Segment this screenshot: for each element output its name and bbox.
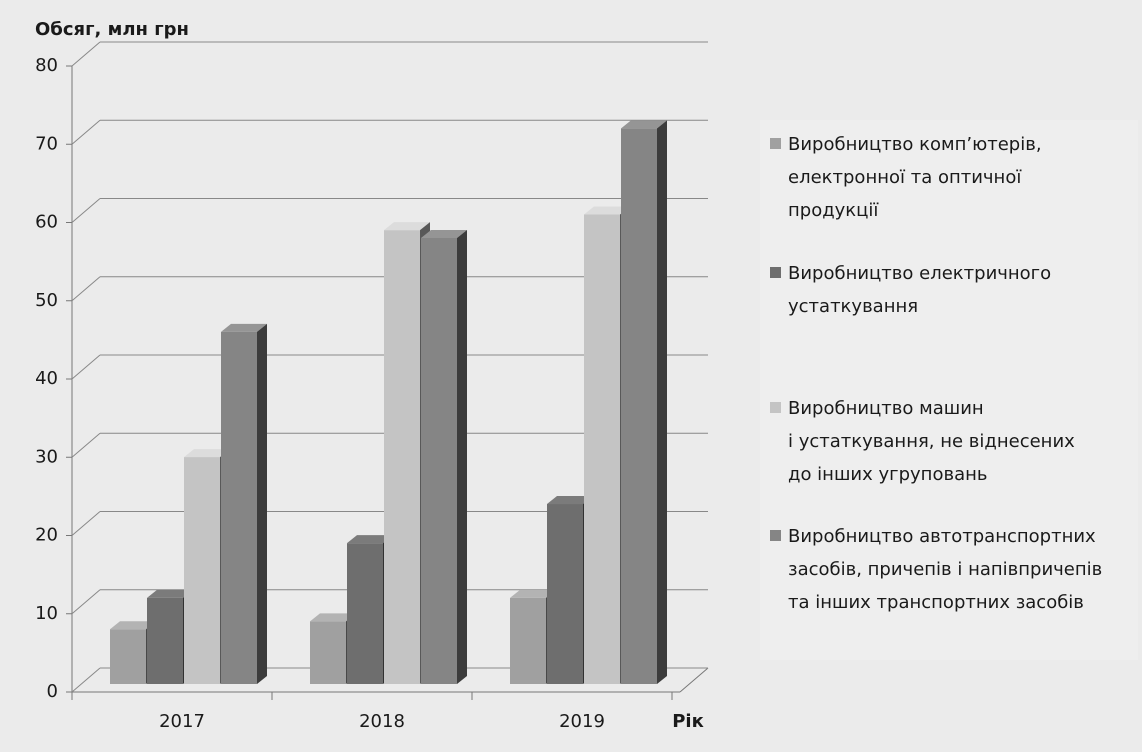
- bar: [110, 629, 146, 684]
- legend: Виробництво комп’ютерів, електронної та …: [760, 120, 1138, 660]
- y-axis-label: Обсяг, млн грн: [35, 19, 189, 40]
- bar-side: [457, 229, 467, 684]
- bar-side: [257, 323, 267, 684]
- bar-top: [310, 613, 356, 622]
- bar: [310, 621, 346, 684]
- bar-top: [510, 589, 556, 598]
- y-tick-label: 60: [35, 212, 58, 233]
- bar-top: [184, 449, 230, 458]
- legend-item: Виробництво комп’ютерів, електронної та …: [770, 128, 1042, 227]
- bar: [347, 543, 383, 684]
- bar: [221, 331, 257, 684]
- bar-top: [547, 496, 593, 505]
- y-tick-label: 70: [35, 133, 58, 154]
- bar-top: [347, 535, 393, 544]
- bar-top: [621, 120, 667, 129]
- legend-swatch: [770, 138, 781, 149]
- x-axis-label: Рік: [672, 711, 704, 732]
- bar-top: [421, 229, 467, 238]
- bar: [547, 504, 583, 684]
- legend-item: Виробництво електричного устаткування: [770, 257, 1051, 323]
- bar: [510, 597, 546, 684]
- grid-line: [71, 511, 101, 536]
- bar-top: [584, 206, 630, 215]
- legend-swatch: [770, 402, 781, 413]
- x-tick-label: 2018: [359, 711, 405, 732]
- legend-swatch: [770, 267, 781, 278]
- legend-label: Виробництво комп’ютерів, електронної та …: [788, 134, 1042, 221]
- grid-line: [71, 432, 101, 458]
- bar-top: [221, 323, 267, 332]
- grid-line: [71, 589, 101, 615]
- x-tick-label: 2019: [559, 711, 605, 732]
- bar-top: [110, 621, 156, 630]
- bar: [421, 237, 457, 684]
- bar-top: [384, 222, 430, 231]
- y-tick-label: 0: [47, 681, 58, 702]
- grid-line: [71, 119, 101, 145]
- grid-line: [71, 41, 101, 67]
- legend-label: Виробництво машин і устаткування, не від…: [788, 398, 1075, 485]
- legend-label: Виробництво електричного устаткування: [788, 263, 1052, 317]
- bar: [147, 597, 183, 684]
- bar-side: [657, 120, 667, 685]
- bar: [621, 128, 657, 685]
- bar: [584, 214, 620, 684]
- grid-line: [71, 667, 101, 693]
- grid-line: [71, 276, 101, 302]
- y-tick-label: 10: [35, 603, 58, 624]
- grid-line: [71, 198, 101, 223]
- grid-line: [71, 354, 101, 380]
- bar: [384, 230, 420, 684]
- y-tick-label: 80: [35, 55, 58, 76]
- y-tick-label: 40: [35, 368, 58, 389]
- legend-swatch: [770, 530, 781, 541]
- y-tick-label: 20: [35, 525, 58, 546]
- x-tick-label: 2017: [159, 711, 205, 732]
- bar-top: [147, 589, 193, 598]
- bar: [184, 457, 220, 684]
- legend-label: Виробництво автотранспортних засобів, пр…: [788, 526, 1103, 613]
- y-tick-label: 50: [35, 290, 58, 311]
- legend-item: Виробництво автотранспортних засобів, пр…: [770, 520, 1102, 619]
- axis-line: [679, 667, 709, 693]
- legend-item: Виробництво машин і устаткування, не від…: [770, 392, 1075, 491]
- y-tick-label: 30: [35, 446, 58, 467]
